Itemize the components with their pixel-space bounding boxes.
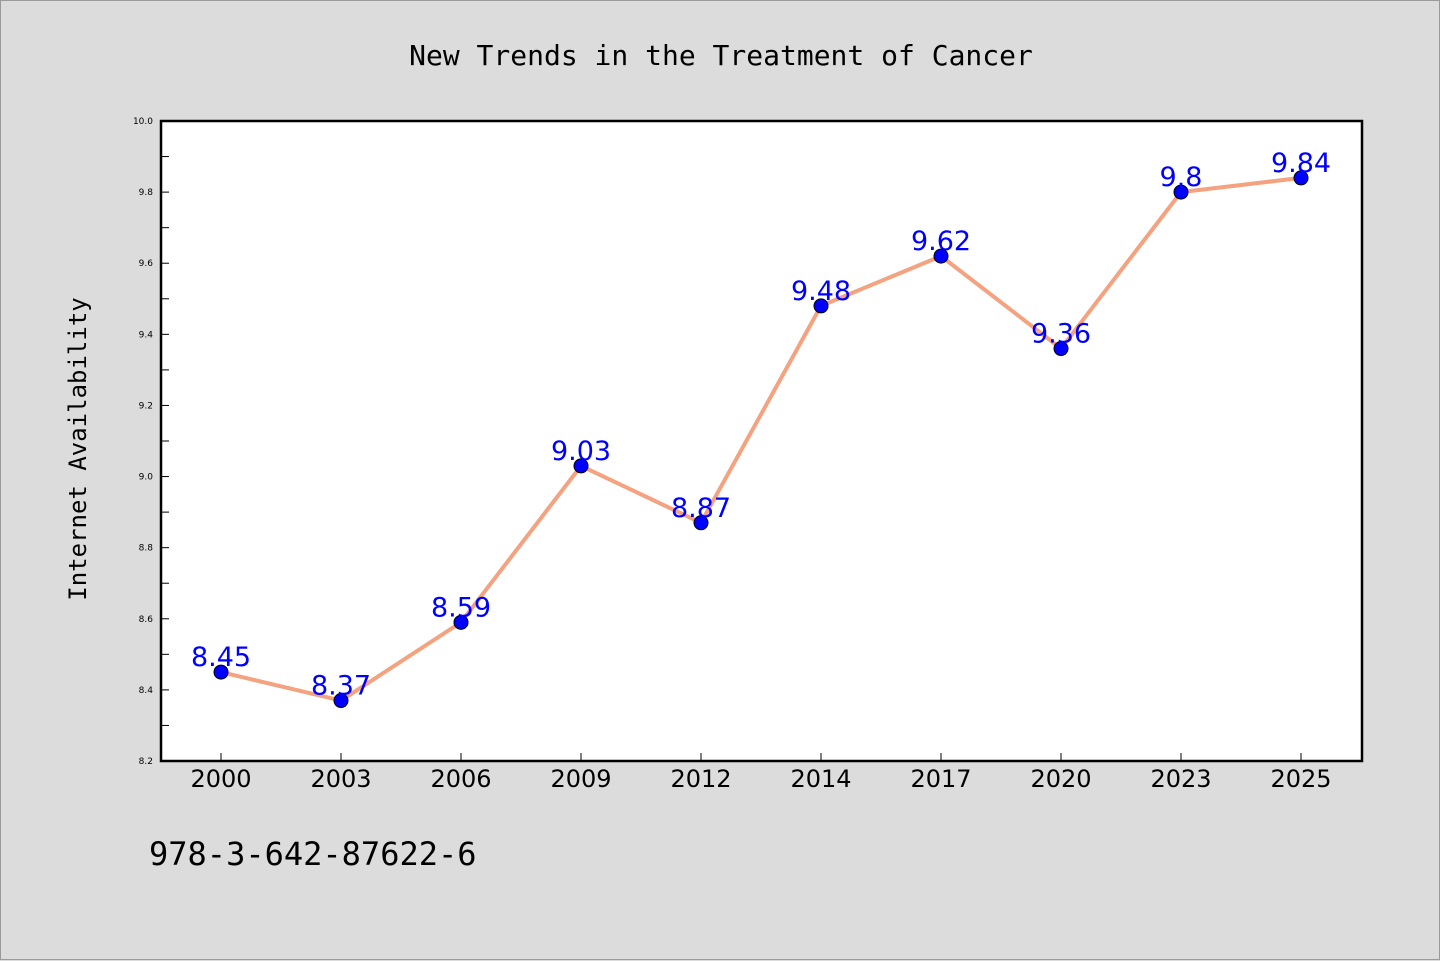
data-label: 9.48 bbox=[791, 276, 851, 307]
data-point bbox=[573, 458, 589, 474]
data-label: 9.03 bbox=[551, 436, 611, 467]
y-tick-label: 8.6 bbox=[139, 615, 154, 625]
data-label: 8.37 bbox=[311, 671, 371, 702]
data-point bbox=[213, 664, 229, 680]
x-tick-label: 2006 bbox=[430, 765, 491, 793]
y-tick-label: 10.0 bbox=[133, 117, 153, 127]
data-label: 9.8 bbox=[1160, 162, 1203, 193]
footer-isbn: 978-3-642-87622-6 bbox=[149, 835, 477, 873]
x-tick-label: 2025 bbox=[1270, 765, 1331, 793]
y-axis: 8.2 8.4 8.6 8.8 9.0 9.2 9.4 9.6 9.8 10.0 bbox=[133, 117, 169, 767]
data-label: 9.84 bbox=[1271, 148, 1331, 179]
y-tick-label: 8.4 bbox=[139, 686, 154, 696]
y-axis-label: Internet Availability bbox=[64, 297, 92, 600]
data-label: 9.62 bbox=[911, 226, 971, 257]
y-tick-label: 9.6 bbox=[139, 259, 154, 269]
x-tick-label: 2003 bbox=[310, 765, 371, 793]
y-tick-label: 8.8 bbox=[139, 544, 154, 554]
data-point bbox=[813, 298, 829, 314]
plot-border bbox=[159, 119, 1364, 763]
y-tick-label: 9.8 bbox=[139, 188, 154, 198]
x-tick-label: 2000 bbox=[190, 765, 251, 793]
data-label: 8.59 bbox=[431, 592, 491, 623]
chart-title: New Trends in the Treatment of Cancer bbox=[409, 39, 1033, 72]
y-tick-label: 9.0 bbox=[139, 473, 154, 483]
x-tick-label: 2012 bbox=[670, 765, 731, 793]
data-point bbox=[1293, 170, 1309, 186]
x-axis: 2000 2003 2006 2009 2012 2014 2017 2020 2023 2025 bbox=[190, 753, 1332, 793]
data-label: 8.45 bbox=[191, 642, 251, 673]
series-line-group bbox=[220, 175, 1302, 703]
data-markers bbox=[213, 170, 1309, 709]
x-tick-label: 2020 bbox=[1030, 765, 1091, 793]
data-point bbox=[1173, 184, 1189, 200]
x-tick-label: 2009 bbox=[550, 765, 611, 793]
y-tick-label: 9.2 bbox=[139, 401, 153, 411]
x-tick-label: 2017 bbox=[910, 765, 971, 793]
y-tick-label: 9.4 bbox=[139, 330, 154, 340]
x-tick-label: 2014 bbox=[790, 765, 851, 793]
x-tick-label: 2023 bbox=[1150, 765, 1211, 793]
data-labels: 8.45 8.37 8.59 9.03 8.87 9.48 9.62 9.36 9.8 9.84 bbox=[191, 148, 1331, 702]
plot-area bbox=[161, 121, 1362, 761]
data-point bbox=[933, 248, 949, 264]
data-point bbox=[333, 693, 349, 709]
y-tick-label: 8.2 bbox=[139, 757, 153, 767]
data-point bbox=[453, 614, 469, 630]
data-point bbox=[1053, 341, 1069, 357]
data-point bbox=[693, 515, 709, 531]
data-label: 9.36 bbox=[1031, 319, 1091, 350]
series-line bbox=[220, 175, 1302, 703]
data-label: 8.87 bbox=[671, 493, 731, 524]
